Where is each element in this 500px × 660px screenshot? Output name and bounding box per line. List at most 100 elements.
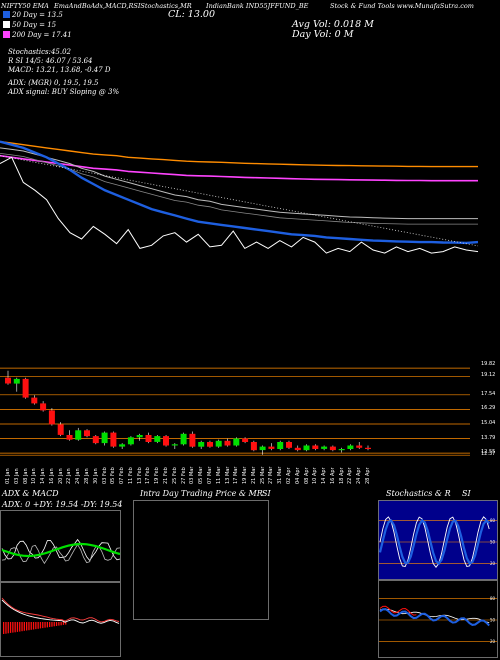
- close-price-line: [0, 156, 479, 254]
- macd-histogram-bar: [51, 622, 53, 627]
- candle-body: [338, 449, 345, 451]
- date-tick-label: 08 Apr: [303, 467, 310, 484]
- legend-ema50-label: 50 Day = 15: [12, 21, 57, 29]
- date-tick-label: 19 Mar: [242, 466, 249, 484]
- candle-body: [57, 424, 64, 435]
- stoch-si: SI: [462, 489, 471, 498]
- rsi-level-label: 50: [490, 618, 496, 623]
- candle-body: [233, 438, 240, 446]
- date-tick-label: 24 Apr: [356, 467, 363, 484]
- date-tick-label: 14 Apr: [321, 467, 328, 484]
- candle-body: [92, 436, 99, 444]
- macd-histogram-bar: [35, 622, 37, 630]
- price-tick-label: 15.04: [481, 419, 496, 426]
- intraday-panel: [133, 500, 269, 620]
- macd-histogram-bar: [14, 622, 16, 633]
- adx-line: [1, 542, 121, 558]
- rsi-signal-line: [379, 608, 490, 623]
- stoch-title: Stochastics & R: [386, 489, 451, 498]
- ema50-line: [0, 147, 478, 220]
- date-tick-label: 10 Jan: [31, 468, 38, 484]
- ema20-line: [0, 140, 479, 245]
- stochastics-level-label: 50: [490, 540, 496, 545]
- candle-body: [40, 403, 47, 411]
- macd-histogram-bar: [42, 622, 44, 629]
- macd-histogram-bar: [60, 622, 62, 626]
- candle-body: [75, 430, 82, 440]
- adx-signal: ADX signal: BUY Sloping @ 3%: [8, 88, 120, 96]
- date-tick-label: 13 Feb: [136, 467, 143, 484]
- date-tick-label: 03 Feb: [101, 467, 108, 484]
- price-tick-label: 17.54: [481, 390, 496, 397]
- macd-histogram-bar: [21, 622, 23, 632]
- date-tick-label: 11 Mar: [215, 466, 222, 484]
- price-tick-label: 19.12: [481, 372, 496, 379]
- plus-di-line: [1, 538, 121, 562]
- orange-trend-line: [0, 140, 478, 168]
- date-tick-label: 22 Jan: [66, 468, 73, 484]
- candlestick-chart: [0, 367, 470, 456]
- candle-body: [5, 377, 11, 384]
- legend-ema200-label: 200 Day = 17.41: [12, 31, 72, 39]
- candle-body: [347, 445, 354, 449]
- macd-histogram-bar: [12, 622, 14, 633]
- candle-body: [189, 433, 196, 447]
- date-tick-label: 14 Jan: [40, 468, 47, 484]
- candle-body: [268, 446, 275, 449]
- macd-line: [1, 599, 120, 624]
- date-tick-label: 24 Jan: [75, 468, 82, 484]
- date-tick-label: 08 Jan: [22, 468, 29, 484]
- date-tick-label: 21 Mar: [250, 466, 257, 484]
- candle-body: [163, 436, 169, 446]
- ema200-swatch: [3, 31, 10, 38]
- candle-body: [22, 378, 29, 398]
- price-tick-label: 12.37: [481, 451, 496, 458]
- candle-body: [303, 445, 310, 451]
- date-tick-label: 02 Apr: [285, 467, 292, 484]
- candle-body: [136, 435, 143, 438]
- date-tick-label: 05 Mar: [198, 466, 205, 484]
- stochastics-level-label: 80: [490, 518, 496, 523]
- candle-body: [127, 437, 134, 445]
- macd-value: MACD: 13.21, 13.68, -0.47 D: [8, 66, 111, 74]
- legend-ema20: 20 Day = 13.5: [3, 11, 72, 19]
- date-tick-label: 30 Jan: [92, 468, 99, 484]
- date-tick-label: 20 Jan: [57, 468, 64, 484]
- date-tick-label: 28 Apr: [365, 467, 371, 484]
- candle-body: [250, 442, 257, 451]
- rsi-value: R SI 14/5: 46.07 / 53.64: [8, 57, 93, 65]
- date-tick-label: 13 Mar: [224, 466, 231, 484]
- date-tick-label: 28 Jan: [84, 468, 91, 484]
- price-tick-label: 12.55: [481, 449, 496, 456]
- candle-body: [48, 410, 55, 425]
- legend-ema200: 200 Day = 17.41: [3, 31, 72, 39]
- date-tick-label: 25 Mar: [259, 466, 266, 484]
- candle-body: [277, 442, 284, 449]
- macd-histogram-bar: [39, 622, 42, 629]
- date-tick-label: 17 Mar: [233, 466, 240, 484]
- date-tick-label: 25 Feb: [171, 467, 178, 484]
- rsi-level-label: 80: [490, 596, 496, 601]
- ema200-line: [0, 154, 478, 182]
- macd-histogram-bar: [7, 622, 9, 634]
- ema50-band-line: [0, 153, 478, 225]
- header-left: NIFTY50 EMA: [1, 2, 49, 10]
- date-tick-label: 01 Jan: [5, 468, 11, 484]
- macd-histogram-bar: [5, 622, 7, 634]
- rsi-panel: 80 50 20: [378, 580, 498, 658]
- header-site: Stock & Fund Tools www.MunafaSutra.com: [330, 2, 474, 10]
- macd-histogram-bar: [16, 622, 19, 632]
- candle-body: [198, 442, 205, 447]
- macd-histogram-bar: [9, 622, 12, 633]
- candle-body: [294, 447, 301, 451]
- date-tick-label: 27 Feb: [180, 467, 187, 484]
- stochastics-panel: 80 50 20: [378, 500, 498, 580]
- intraday-si: SI: [262, 489, 271, 498]
- date-tick-label: 11 Feb: [127, 467, 134, 484]
- candle-body: [180, 433, 187, 445]
- stochastics-value: Stochastics:45.02: [8, 48, 71, 56]
- date-tick-label: 07 Mar: [206, 466, 213, 484]
- stochastics-d-line: [378, 518, 491, 566]
- macd-histogram-bar: [37, 622, 39, 629]
- candle-body: [329, 446, 336, 451]
